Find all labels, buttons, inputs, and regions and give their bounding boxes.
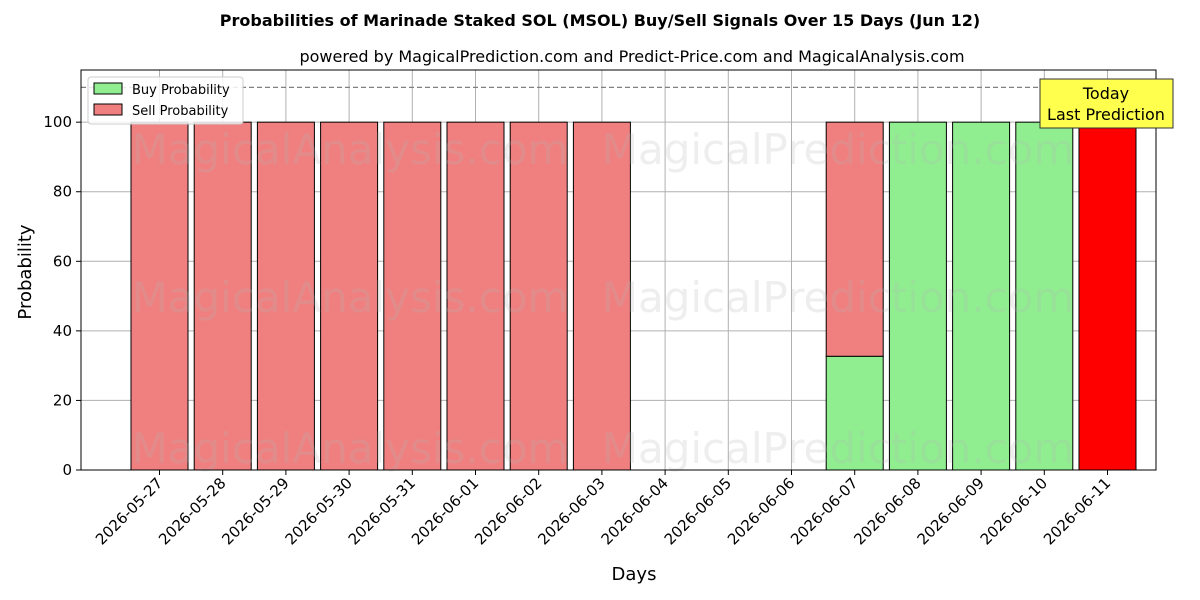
x-tick-label: 2026-05-30 bbox=[282, 474, 356, 548]
watermark-layer: MagicalAnalysis.com MagicalAnalysis.com Ma… bbox=[132, 125, 1075, 473]
bars-layer bbox=[130, 121, 1137, 471]
x-tick-label: 2026-06-06 bbox=[724, 474, 798, 548]
legend-swatch-sell bbox=[93, 103, 123, 116]
x-tick-label: 2026-06-10 bbox=[977, 474, 1051, 548]
legend-label-buy: Buy Probability bbox=[132, 83, 230, 98]
y-tick-label: 0 bbox=[62, 461, 72, 479]
bar-sell-2026-06-11 bbox=[1078, 121, 1137, 471]
today-annotation: Today Last Prediction bbox=[1039, 78, 1174, 129]
x-ticks: 2026-05-272026-05-282026-05-292026-05-30… bbox=[92, 470, 1114, 548]
y-tick-label: 40 bbox=[53, 322, 72, 340]
bar-buy-2026-06-07 bbox=[825, 355, 884, 471]
x-tick-label: 2026-05-28 bbox=[155, 474, 229, 548]
bar-sell-2026-05-31 bbox=[383, 121, 442, 471]
x-tick-label: 2026-06-11 bbox=[1040, 474, 1114, 548]
bar-buy-2026-06-10 bbox=[1015, 121, 1074, 471]
x-tick-label: 2026-05-31 bbox=[345, 474, 419, 548]
bar-sell-2026-06-02 bbox=[509, 121, 568, 471]
x-axis-label: Days bbox=[612, 564, 657, 585]
bar-sell-2026-06-07 bbox=[825, 121, 884, 357]
x-tick-label: 2026-05-27 bbox=[92, 474, 166, 548]
bar-sell-2026-06-03 bbox=[572, 121, 631, 471]
annotation-box bbox=[1039, 78, 1174, 129]
watermark-prediction: MagicalPrediction.com bbox=[602, 273, 1075, 322]
chart-subtitle: powered by MagicalPrediction.com and Pre… bbox=[299, 47, 964, 66]
bar-sell-2026-05-30 bbox=[320, 121, 379, 471]
x-tick-label: 2026-06-01 bbox=[408, 474, 482, 548]
legend-swatch-buy bbox=[93, 82, 123, 95]
watermark-analysis: MagicalAnalysis.com bbox=[132, 424, 569, 473]
x-tick-label: 2026-06-07 bbox=[787, 474, 861, 548]
legend: Buy Probability Sell Probability bbox=[87, 76, 244, 125]
y-tick-label: 100 bbox=[43, 113, 72, 131]
annotation-line-2: Last Prediction bbox=[1047, 105, 1165, 124]
bar-buy-2026-06-09 bbox=[952, 121, 1011, 471]
x-tick-label: 2026-06-03 bbox=[534, 474, 608, 548]
x-tick-label: 2026-06-02 bbox=[471, 474, 545, 548]
legend-label-sell: Sell Probability bbox=[132, 104, 229, 119]
annotation-line-1: Today bbox=[1082, 84, 1129, 103]
y-ticks: 0 20 40 60 80 100 bbox=[43, 113, 81, 479]
watermark-analysis: MagicalAnalysis.com bbox=[132, 273, 569, 322]
watermark-prediction: MagicalPrediction.com bbox=[602, 424, 1075, 473]
y-tick-label: 60 bbox=[53, 252, 72, 270]
x-tick-label: 2026-06-09 bbox=[914, 474, 988, 548]
y-tick-label: 20 bbox=[53, 391, 72, 409]
x-tick-label: 2026-06-08 bbox=[850, 474, 924, 548]
bar-sell-2026-05-29 bbox=[256, 121, 315, 471]
x-tick-label: 2026-06-05 bbox=[661, 474, 735, 548]
plot-frame bbox=[80, 69, 1157, 471]
watermark-analysis: MagicalAnalysis.com bbox=[132, 125, 569, 174]
x-tick-label: 2026-06-04 bbox=[598, 474, 672, 548]
legend-box bbox=[87, 76, 244, 125]
watermark-prediction: MagicalPrediction.com bbox=[602, 125, 1075, 174]
y-axis-label: Probability bbox=[15, 224, 36, 319]
bar-sell-2026-06-01 bbox=[446, 121, 505, 471]
bar-buy-2026-06-08 bbox=[888, 121, 947, 471]
x-tick-label: 2026-05-29 bbox=[218, 474, 292, 548]
chart-title: Probabilities of Marinade Staked SOL (MS… bbox=[220, 11, 980, 30]
y-tick-label: 80 bbox=[53, 183, 72, 201]
